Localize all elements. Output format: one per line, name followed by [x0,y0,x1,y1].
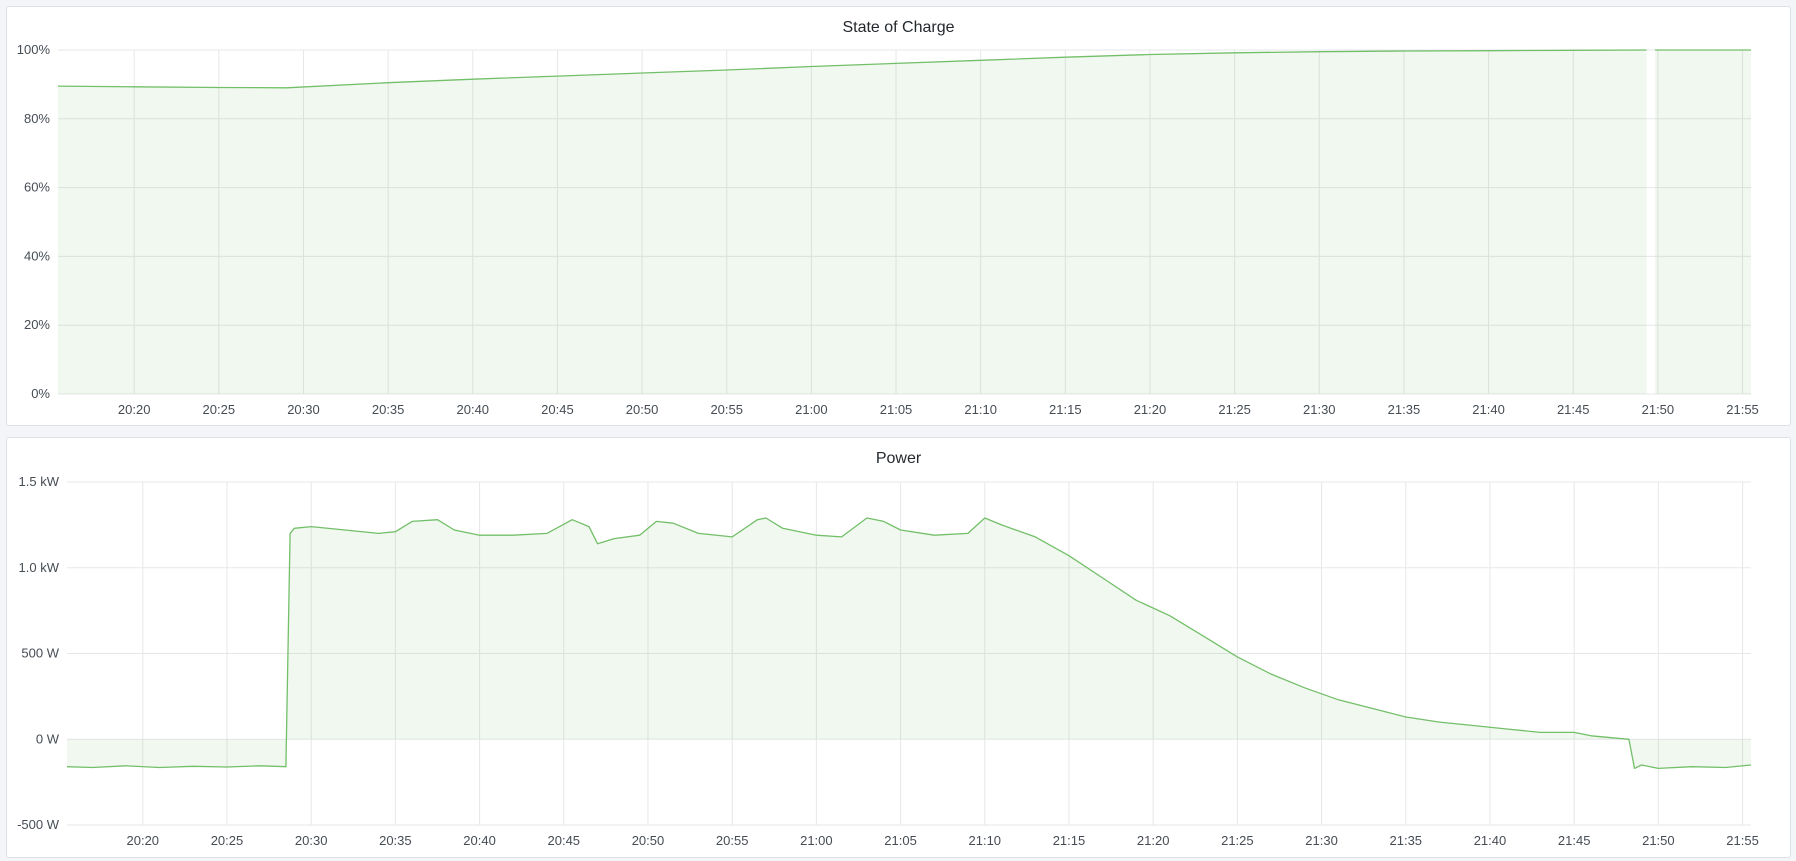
y-tick-label: 80% [24,111,50,126]
x-tick-label: 20:30 [287,402,320,417]
panel-title: State of Charge [842,19,955,36]
x-tick-label: 20:25 [203,402,236,417]
series-area [58,50,1647,394]
y-tick-label: 60% [24,180,50,195]
x-tick-label: 20:45 [541,402,574,417]
x-tick-label: 21:25 [1218,402,1251,417]
power-chart: -500 W 0 W 500 W 1.0 kW 1.5 kW 20:20 20:25 20:3… [17,474,1759,848]
x-tick-label: 21:30 [1305,833,1338,848]
y-tick-label: 1.0 kW [19,560,60,575]
x-tick-label: 20:40 [457,402,490,417]
y-tick-label: 500 W [21,646,59,661]
series-area [67,518,1751,769]
x-tick-label: 20:55 [710,402,743,417]
x-tick-label: 20:20 [118,402,151,417]
series-line [66,517,1752,770]
x-tick-label: 20:35 [379,833,412,848]
x-tick-label: 21:10 [964,402,997,417]
x-tick-label: 20:20 [127,833,160,848]
x-tick-label: 21:00 [795,402,828,417]
x-tick-label: 20:35 [372,402,405,417]
series-line [57,49,1647,89]
x-tick-label: 21:20 [1134,402,1167,417]
panel-title: Power [875,450,922,467]
x-tick-label: 21:40 [1474,833,1507,848]
series-area [1655,50,1751,394]
y-tick-label: 20% [24,317,50,332]
x-tick-label: 21:55 [1726,833,1759,848]
y-tick-label: 1.5 kW [19,474,60,489]
state-of-charge-panel: State of Charge 0% 20% 40% 60% 80% 100% 20:20 2… [6,6,1791,426]
y-tick-label: -500 W [17,817,60,832]
x-tick-label: 20:45 [548,833,581,848]
state-of-charge-chart: 0% 20% 40% 60% 80% 100% 20:20 20:25 20:30 20:35 20… [17,42,1759,417]
y-tick-label: 100% [17,42,51,57]
y-tick-label: 0% [31,386,50,401]
y-tick-label: 40% [24,248,50,263]
x-tick-label: 21:10 [969,833,1002,848]
x-tick-label: 20:30 [295,833,328,848]
power-panel: Power -500 W 0 W 500 W 1.0 kW 1.5 kW 20:20 20:… [6,437,1791,858]
x-tick-label: 21:20 [1137,833,1170,848]
y-tick-label: 0 W [36,731,60,746]
x-tick-label: 21:50 [1642,402,1675,417]
x-tick-label: 21:00 [800,833,833,848]
x-tick-label: 20:50 [632,833,665,848]
x-tick-label: 21:45 [1558,833,1591,848]
x-tick-label: 21:35 [1390,833,1423,848]
x-tick-label: 21:40 [1472,402,1505,417]
x-tick-label: 20:55 [716,833,749,848]
x-tick-label: 21:15 [1049,402,1082,417]
x-tick-label: 21:25 [1221,833,1254,848]
x-tick-label: 20:25 [211,833,244,848]
x-tick-label: 21:55 [1726,402,1759,417]
x-tick-label: 21:50 [1642,833,1675,848]
x-tick-label: 21:15 [1053,833,1086,848]
x-tick-label: 21:45 [1557,402,1590,417]
x-tick-label: 21:30 [1303,402,1336,417]
x-tick-label: 21:05 [884,833,917,848]
x-tick-label: 20:50 [626,402,659,417]
x-tick-label: 21:05 [880,402,913,417]
x-tick-label: 21:35 [1388,402,1421,417]
x-tick-label: 20:40 [463,833,496,848]
